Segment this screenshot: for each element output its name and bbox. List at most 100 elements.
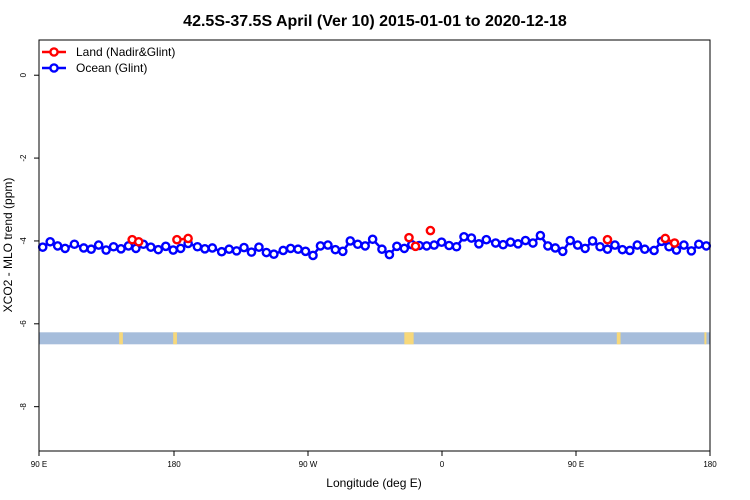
legend-label: Land (Nadir&Glint) [76,45,175,59]
ocean-point [338,246,348,257]
ocean-point [550,243,561,253]
series-layer [37,225,712,261]
ocean-point [175,243,186,254]
ocean-point [200,244,210,254]
legend-marker [49,63,59,73]
x-tick-label: 180 [703,460,717,469]
ocean-point [308,250,318,261]
ocean-point [701,241,712,251]
ocean-point [323,240,333,250]
ocean-point [224,244,234,255]
ocean-point [261,247,272,258]
ocean-point [466,233,477,243]
ocean-point [108,241,119,252]
ocean-point [565,235,576,246]
ocean-mask-band [39,332,710,345]
ocean-point [580,243,590,254]
ocean-point [315,241,326,251]
ocean-point [625,245,635,256]
ocean-point [505,237,516,247]
ocean-point [610,240,620,250]
y-tick-label: -4 [19,237,28,245]
land-mask-segment [616,332,621,345]
land-mask-strip [39,332,710,345]
legend: Land (Nadir&Glint) Ocean (Glint) [42,45,175,75]
ocean-point [459,231,469,242]
ocean-point [101,245,111,255]
land-mask-segment [704,332,707,345]
x-tick-label: 90 W [299,460,318,469]
ocean-point [60,243,70,254]
ocean-point [513,239,523,249]
x-axis: 90 E 180 90 W 0 90 E 180 [31,451,717,469]
legend-label: Ocean (Glint) [76,61,147,75]
ocean-point [216,246,227,257]
ocean-point [86,244,96,255]
ocean-point [490,238,501,248]
x-tick-label: 90 E [31,460,47,469]
x-tick-label: 180 [167,460,181,469]
ocean-point [384,249,395,260]
ocean-point [246,247,257,257]
ocean-point [392,241,402,252]
ocean-point [360,241,370,251]
ocean-point [207,243,218,253]
y-tick-label: 0 [19,72,28,77]
ocean-point [694,239,704,250]
ocean-point [602,244,613,255]
land-point [410,241,421,252]
ocean-point [278,245,288,256]
ocean-point [520,235,531,246]
land-mask-segment [404,332,414,345]
ocean-point [399,243,410,254]
legend-marker [49,47,59,57]
land-mask-segment [119,332,123,345]
ocean-point [474,239,484,249]
ocean-point [367,234,378,245]
land-point [172,234,182,245]
ocean-point [429,240,439,250]
ocean-point [543,241,553,251]
chart-title: 42.5S-37.5S April (Ver 10) 2015-01-01 to… [183,13,567,30]
ocean-point [528,238,538,248]
ocean-point [285,243,296,254]
ocean-point [595,241,605,252]
ocean-point [146,242,156,252]
y-tick-label: -8 [19,403,28,411]
ocean-point [686,246,697,256]
ocean-point [572,240,583,250]
ocean-point [93,240,104,250]
ocean-point [679,240,689,250]
y-tick-label: -6 [19,320,28,328]
ocean-point [535,230,546,241]
ocean-point [632,240,643,250]
ocean-point [444,240,454,251]
land-point [660,233,671,244]
ocean-point [293,244,303,255]
ocean-point [649,245,659,256]
land-point [425,225,436,236]
ocean-point [451,241,462,252]
ocean-point [617,244,628,255]
ocean-point [587,236,598,246]
ocean-point [421,241,432,251]
y-axis: 0 -2 -4 -6 -8 [19,72,39,410]
ocean-point [300,246,311,257]
land-point [404,232,414,243]
x-tick-label: 90 E [568,460,584,469]
ocean-point [436,237,447,247]
ocean-point [557,246,568,257]
ocean-point [254,242,264,252]
ocean-point [78,243,89,253]
x-axis-label: Longitude (deg E) [326,476,421,490]
ocean-point [269,249,279,260]
ocean-point [52,241,63,251]
ocean-point [377,244,387,255]
ocean-point [352,239,363,250]
ocean-point [37,242,48,252]
ocean-point [481,234,492,245]
ocean-point [345,236,356,246]
land-point [602,234,613,245]
ocean-point [639,244,650,255]
